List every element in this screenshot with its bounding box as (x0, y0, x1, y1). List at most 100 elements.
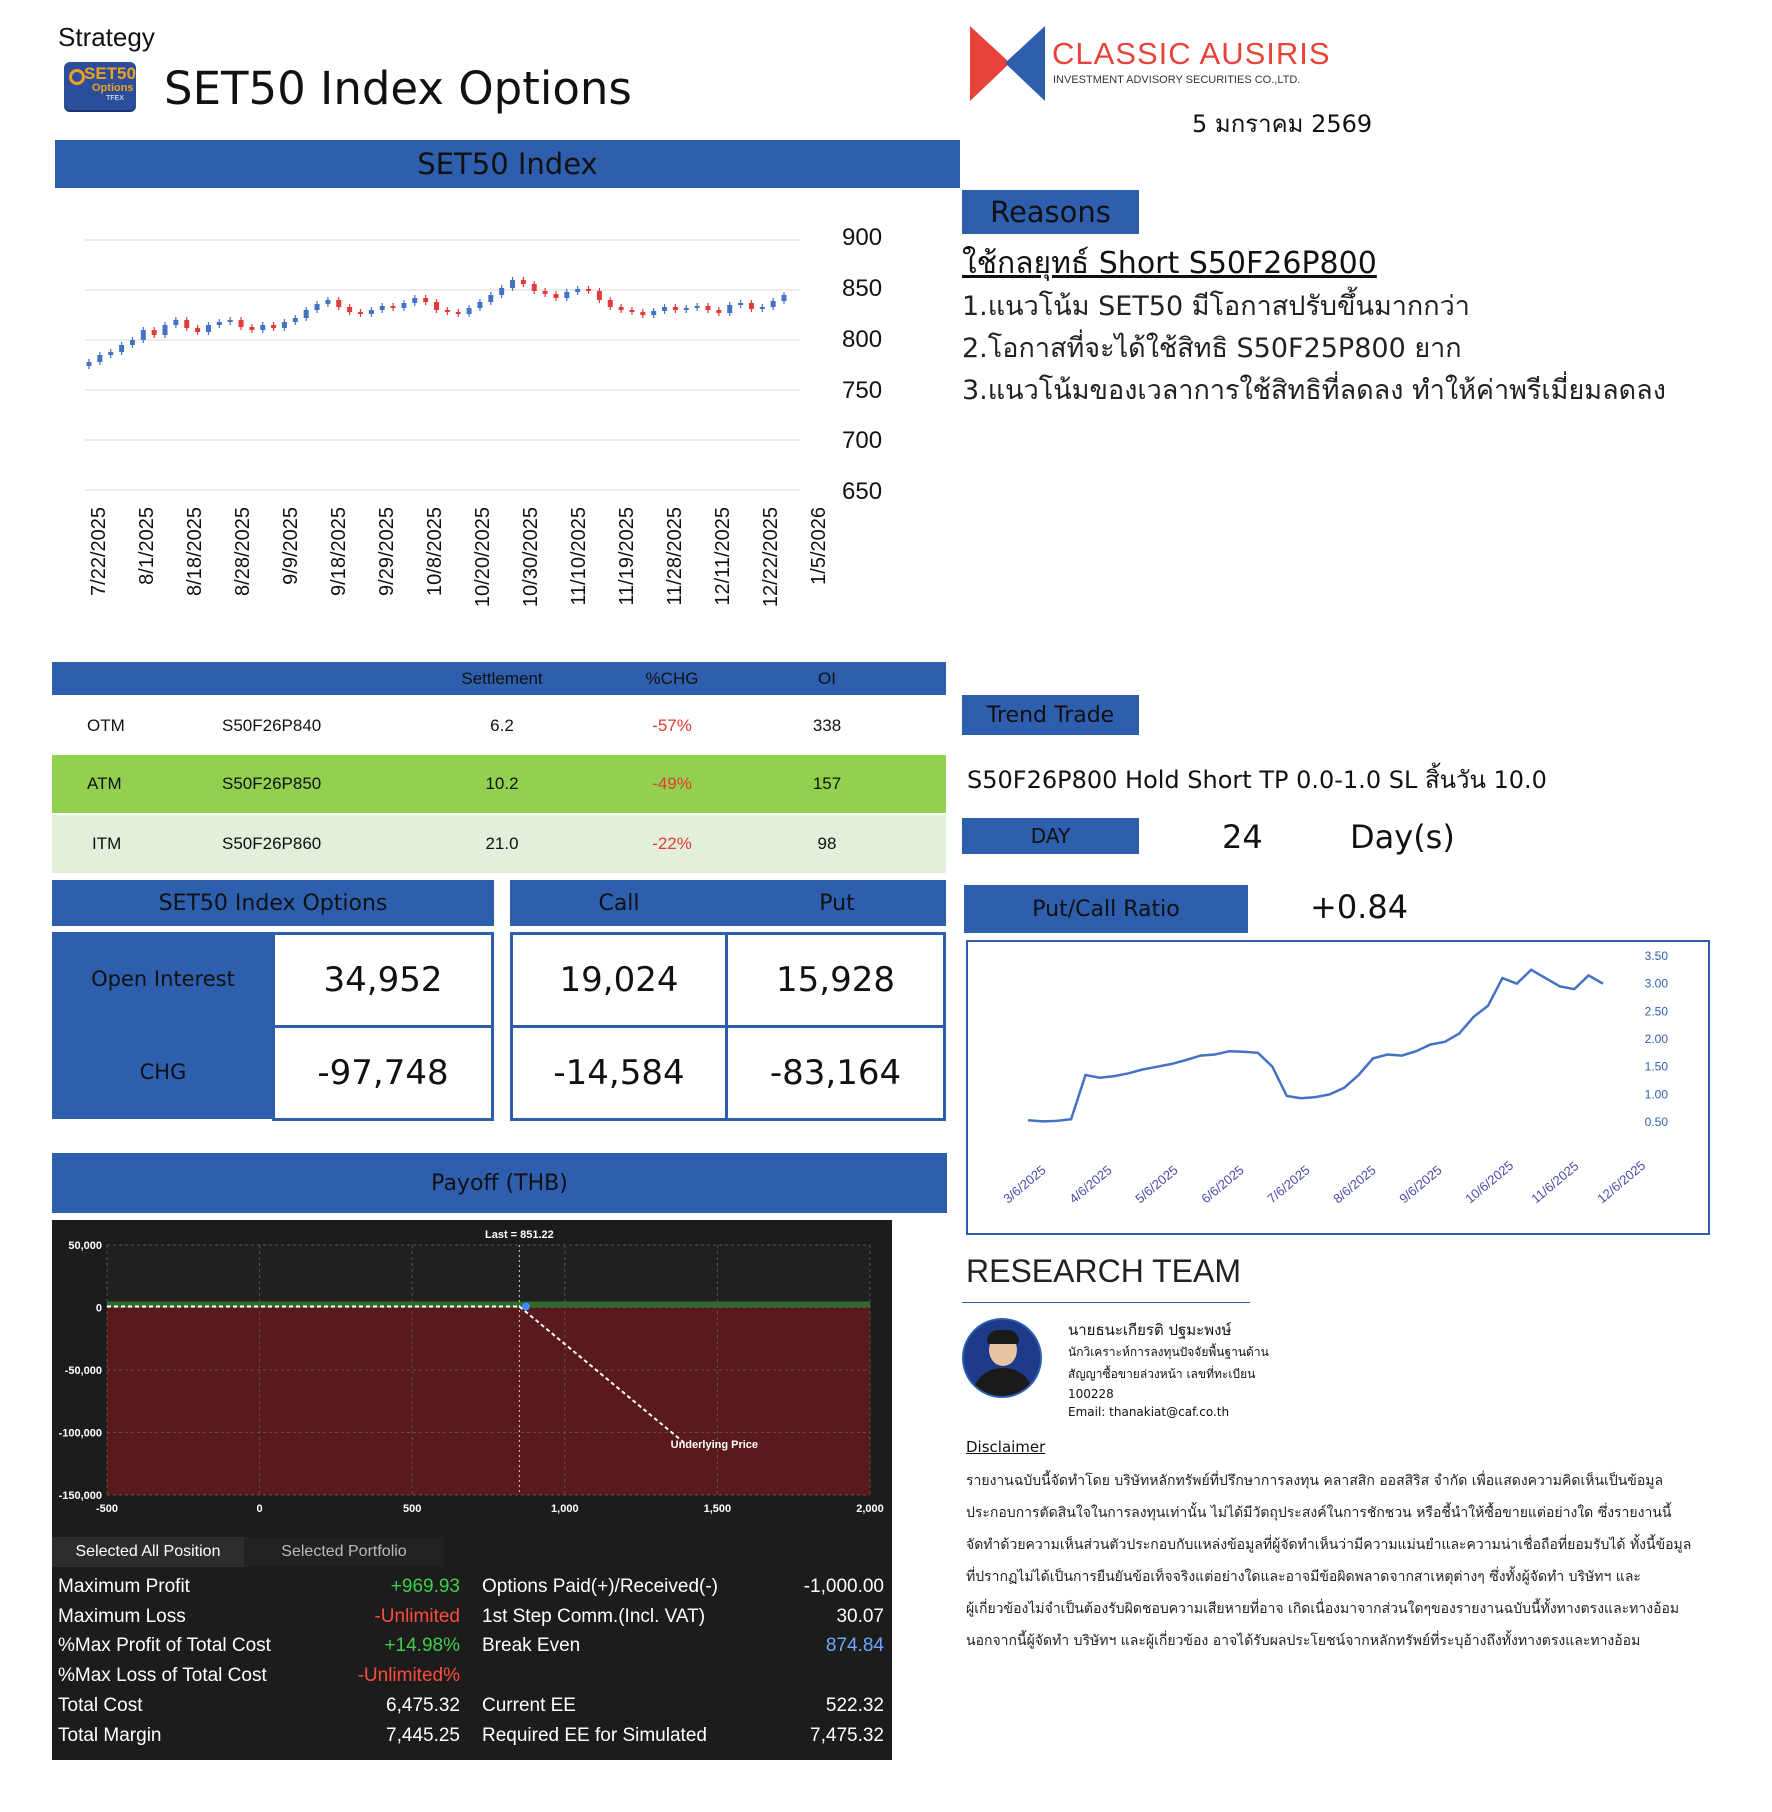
analyst-email: Email: thanakiat@caf.co.th (1068, 1405, 1229, 1419)
candle (184, 320, 189, 328)
candle (445, 310, 450, 312)
candle (412, 298, 417, 303)
candle (260, 325, 265, 330)
logo-text: SET50 (84, 64, 136, 84)
tab-selected-all-position[interactable]: Selected All Position (52, 1537, 244, 1567)
index-y-tick: 850 (842, 275, 882, 303)
day-label: DAY (962, 818, 1139, 854)
stat-label: 1st Step Comm.(Incl. VAT) (482, 1606, 705, 1628)
tab-selected-portfolio[interactable]: Selected Portfolio (244, 1537, 444, 1567)
pcr-x-tick: 10/6/2025 (1462, 1158, 1516, 1207)
candle (749, 303, 754, 309)
candle (499, 288, 504, 295)
stat-value: +14.98% (384, 1635, 460, 1657)
page-title: SET50 Index Options (164, 62, 632, 115)
day-value: 24 (1222, 818, 1263, 856)
oi-call-value: 19,024 (510, 932, 728, 1028)
candle (532, 284, 537, 291)
candle (173, 320, 178, 325)
trend-trade-header: Trend Trade (962, 695, 1139, 735)
candle (564, 292, 569, 298)
analyst-role-2: สัญญาซื้อขายล่วงหน้า เลขที่ทะเบียน (1068, 1365, 1255, 1384)
call-header: Call (510, 880, 728, 926)
last-price-label: Last = 851.22 (485, 1229, 554, 1241)
pcr-x-tick: 6/6/2025 (1198, 1162, 1246, 1206)
row-oi: 98 (772, 834, 882, 854)
candle (163, 325, 168, 335)
reason-item: 2.โอกาสที่จะได้ใช้สิทธิ S50F25P800 ยาก (962, 326, 1462, 369)
disclaimer-line: จัดทำด้วยความเห็นส่วนตัวประกอบกับแหล่งข้… (966, 1534, 1691, 1556)
day-unit: Day(s) (1350, 818, 1455, 856)
analyst-role-1: นักวิเคราะห์การลงทุนปัจจัยพื้นฐานด้าน (1068, 1343, 1269, 1362)
pcr-y-tick: 1.50 (1645, 1060, 1669, 1074)
row-series: S50F26P860 (222, 834, 321, 854)
index-x-tick: 10/20/2025 (472, 507, 495, 607)
col-oi: OI (772, 662, 882, 695)
index-x-tick: 8/1/2025 (136, 507, 159, 585)
disclaimer-line: รายงานฉบับนี้จัดทำโดย บริษัทหลักทรัพย์ที… (966, 1470, 1663, 1492)
index-y-tick: 650 (842, 478, 882, 506)
candle (87, 362, 92, 366)
candle (119, 345, 124, 352)
row-chg: -57% (562, 716, 782, 736)
payoff-x-tick: 2,000 (856, 1503, 884, 1515)
summary-left-header: SET50 Index Options (52, 880, 494, 926)
index-y-tick: 750 (842, 377, 882, 405)
payoff-stats: Maximum Profit +969.93 Maximum Loss -Unl… (52, 1576, 892, 1760)
candle (249, 327, 254, 330)
row-chg: -49% (562, 774, 782, 794)
row-series: S50F26P840 (222, 716, 321, 736)
candle (130, 340, 135, 345)
index-x-tick: 10/8/2025 (424, 507, 447, 596)
candle (640, 312, 645, 315)
logo-tfex: TFEX (106, 95, 124, 102)
stat-value: -1,000.00 (804, 1576, 884, 1598)
stat-label: Options Paid(+)/Received(-) (482, 1576, 718, 1598)
index-y-tick: 900 (842, 224, 882, 252)
candle (629, 310, 634, 312)
analyst-avatar (962, 1318, 1042, 1398)
index-x-axis: 7/22/2025 8/1/2025 8/18/2025 8/28/2025 9/9/2… (70, 505, 830, 645)
index-x-tick: 10/30/2025 (520, 507, 543, 607)
candle (271, 325, 276, 328)
pcr-x-tick: 9/6/2025 (1396, 1162, 1444, 1206)
oi-put-value: 15,928 (725, 932, 946, 1028)
strategy-label: Strategy (58, 22, 155, 53)
candle (380, 306, 385, 310)
payoff-y-tick: 0 (96, 1303, 102, 1315)
candle (684, 308, 689, 310)
candle (771, 301, 776, 307)
candle (738, 303, 743, 305)
pcr-y-tick: 0.50 (1645, 1115, 1669, 1129)
candle (716, 310, 721, 313)
avatar-body (972, 1368, 1034, 1398)
payoff-y-tick: -100,000 (59, 1428, 102, 1440)
index-chart-header: SET50 Index (55, 140, 960, 188)
index-x-tick: 8/28/2025 (232, 507, 255, 596)
payoff-x-tick: 1,500 (704, 1503, 732, 1515)
company-logo-icon (970, 26, 1045, 101)
payoff-x-tick: 500 (403, 1503, 421, 1515)
pcr-x-tick: 5/6/2025 (1132, 1162, 1180, 1206)
candle (195, 328, 200, 332)
candle (391, 306, 396, 308)
table-row: OTM S50F26P840 6.2 -57% 338 (52, 697, 946, 755)
candle (282, 322, 287, 328)
pcr-y-tick: 2.50 (1645, 1004, 1669, 1018)
stat-label: %Max Profit of Total Cost (58, 1635, 271, 1657)
candle (152, 330, 157, 335)
pcr-x-tick: 12/6/2025 (1594, 1158, 1648, 1207)
row-type: OTM (87, 716, 125, 736)
candle (651, 311, 656, 315)
payoff-x-tick: 0 (257, 1503, 263, 1515)
logo-sub: Options (92, 82, 134, 94)
index-x-tick: 1/5/2026 (808, 507, 831, 585)
disclaimer-line: ที่ปรากฏไม่ได้เป็นการยืนยันข้อเท็จจริงแต… (966, 1566, 1641, 1588)
candle (315, 304, 320, 310)
stat-value: 7,445.25 (386, 1725, 460, 1747)
stat-value: 30.07 (836, 1606, 884, 1628)
reason-item: 1.แนวโน้ม SET50 มีโอกาสปรับขึ้นมากกว่า (962, 284, 1470, 327)
trend-trade-text: S50F26P800 Hold Short TP 0.0-1.0 SL สิ้น… (967, 760, 1547, 799)
pcr-series-line (1028, 970, 1603, 1122)
candle (228, 320, 233, 322)
